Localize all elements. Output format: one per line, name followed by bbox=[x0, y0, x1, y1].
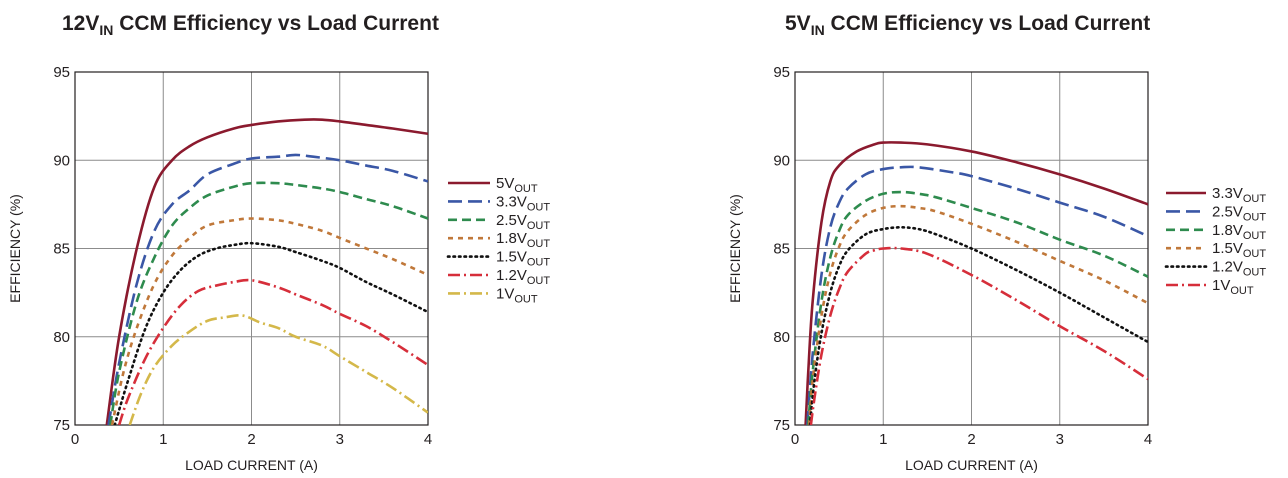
y-tick-label: 95 bbox=[773, 64, 790, 81]
legend-label-0: 3.3VOUT bbox=[1212, 185, 1266, 205]
chart-panel-12vin: 12VIN CCM Efficiency vs Load Current 0 1 2 3… bbox=[7, 12, 550, 473]
y-tick-label: 75 bbox=[773, 417, 790, 434]
series-line-5 bbox=[809, 246, 1148, 425]
chart-title: 5VIN CCM Efficiency vs Load Current bbox=[785, 12, 1150, 38]
series-line-4 bbox=[113, 241, 428, 425]
y-axis-label: EFFICIENCY (%) bbox=[7, 194, 23, 303]
legend-label-4: 1.5VOUT bbox=[496, 249, 550, 269]
x-tick-label: 4 bbox=[1144, 431, 1152, 448]
series-line-1 bbox=[806, 165, 1148, 425]
y-tick-label: 85 bbox=[773, 241, 790, 258]
y-tick-label: 80 bbox=[773, 329, 790, 346]
legend-label-1: 2.5VOUT bbox=[1212, 203, 1266, 223]
x-tick-label: 2 bbox=[247, 431, 255, 448]
x-tick-label: 1 bbox=[159, 431, 167, 448]
legend-label-4: 1.2VOUT bbox=[1212, 259, 1266, 279]
efficiency-chart-5vin: 5VIN CCM Efficiency vs Load Current 0 1 2 3 4… bbox=[727, 12, 1266, 473]
y-axis-label: EFFICIENCY (%) bbox=[727, 194, 743, 303]
y-tick-label: 90 bbox=[773, 152, 790, 169]
legend-label-2: 1.8VOUT bbox=[1212, 222, 1266, 242]
x-tick-label: 0 bbox=[791, 431, 799, 448]
legend-label-6: 1VOUT bbox=[496, 285, 538, 305]
efficiency-chart-12vin: 12VIN CCM Efficiency vs Load Current 0 1 2 3… bbox=[7, 12, 550, 473]
series-line-2 bbox=[109, 181, 428, 425]
legend-label-1: 3.3VOUT bbox=[496, 193, 550, 213]
legend-label-2: 2.5VOUT bbox=[496, 212, 550, 232]
y-tick-label: 95 bbox=[53, 64, 70, 81]
x-axis-label: LOAD CURRENT (A) bbox=[905, 457, 1038, 473]
x-tick-label: 3 bbox=[336, 431, 344, 448]
series-line-6 bbox=[128, 314, 428, 425]
x-tick-label: 0 bbox=[71, 431, 79, 448]
x-tick-label: 1 bbox=[879, 431, 887, 448]
series-line-3 bbox=[807, 204, 1148, 425]
plot-frame bbox=[794, 71, 1149, 426]
x-tick-label: 3 bbox=[1056, 431, 1064, 448]
series-line-2 bbox=[806, 190, 1148, 425]
legend-label-0: 5VOUT bbox=[496, 175, 538, 195]
legend-label-3: 1.8VOUT bbox=[496, 230, 550, 250]
plot-frame bbox=[74, 71, 429, 426]
series-line-3 bbox=[110, 217, 428, 425]
legend-label-5: 1.2VOUT bbox=[496, 267, 550, 287]
chart-title: 12VIN CCM Efficiency vs Load Current bbox=[62, 12, 439, 38]
y-tick-label: 85 bbox=[53, 241, 70, 258]
legend-label-5: 1VOUT bbox=[1212, 277, 1254, 297]
x-tick-label: 4 bbox=[424, 431, 432, 448]
series-line-4 bbox=[808, 226, 1148, 425]
y-tick-label: 90 bbox=[53, 152, 70, 169]
legend-label-3: 1.5VOUT bbox=[1212, 240, 1266, 260]
x-axis-label: LOAD CURRENT (A) bbox=[185, 457, 318, 473]
series-line-0 bbox=[105, 118, 428, 425]
y-tick-label: 80 bbox=[53, 329, 70, 346]
series-line-1 bbox=[107, 153, 428, 425]
chart-panel-5vin: 5VIN CCM Efficiency vs Load Current 0 1 2 3 4… bbox=[644, 0, 1288, 478]
series-line-5 bbox=[117, 278, 428, 425]
y-tick-label: 75 bbox=[53, 417, 70, 434]
series-line-0 bbox=[804, 141, 1148, 425]
x-tick-label: 2 bbox=[967, 431, 975, 448]
